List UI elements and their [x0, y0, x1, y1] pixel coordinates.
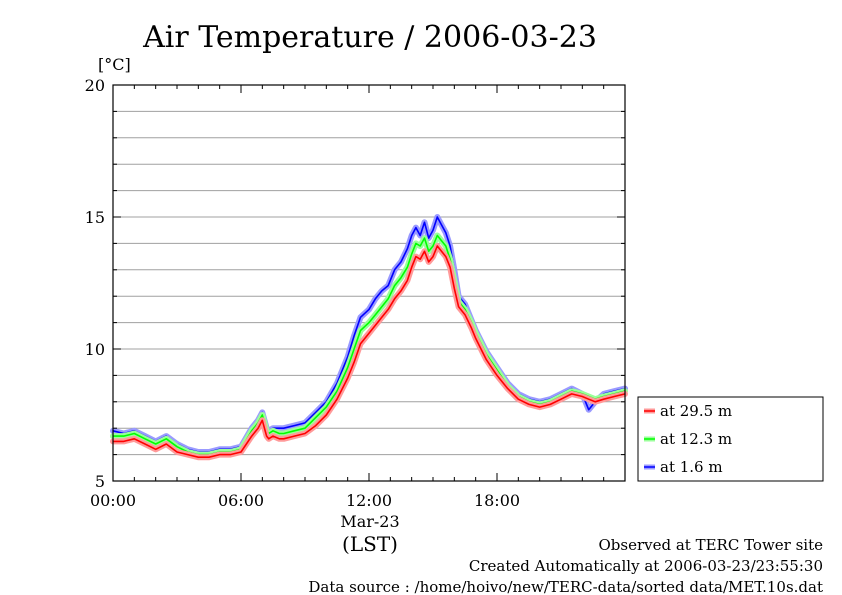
plot-frame	[112, 84, 626, 482]
legend-label: at 1.6 m	[660, 458, 723, 476]
series-line	[113, 245, 626, 459]
x-tick-label: 06:00	[218, 491, 264, 510]
tick-labels: 5 10 15 20 00:00 06:00 12:00 18:00	[85, 76, 520, 510]
series-band	[110, 232, 628, 458]
series-band	[110, 243, 628, 461]
legend-label: at 12.3 m	[660, 430, 732, 448]
x-date-label: Mar-23	[340, 512, 399, 531]
series-line	[113, 234, 626, 456]
legend-label: at 29.5 m	[660, 402, 732, 420]
legend: at 29.5 m at 12.3 m at 1.6 m	[637, 396, 824, 482]
legend-box	[637, 396, 824, 482]
y-tick-label: 15	[85, 208, 105, 227]
y-tick-label: 5	[95, 472, 105, 491]
series-layer	[110, 214, 628, 461]
axes	[112, 84, 626, 482]
footer-source: Data source : /home/hoivo/new/TERC-data/…	[308, 578, 823, 595]
y-axis-label: [°C]	[98, 55, 131, 74]
footer-created: Created Automatically at 2006-03-23/23:5…	[469, 557, 823, 575]
x-tick-label: 12:00	[346, 491, 392, 510]
x-tick-label: 00:00	[90, 491, 136, 510]
x-axis-label: (LST)	[342, 532, 398, 556]
y-tick-label: 10	[85, 340, 105, 359]
x-tick-label: 18:00	[474, 491, 520, 510]
y-tick-label: 20	[85, 76, 105, 95]
chart-title: Air Temperature / 2006-03-23	[142, 20, 597, 55]
footer-site: Observed at TERC Tower site	[598, 536, 823, 554]
